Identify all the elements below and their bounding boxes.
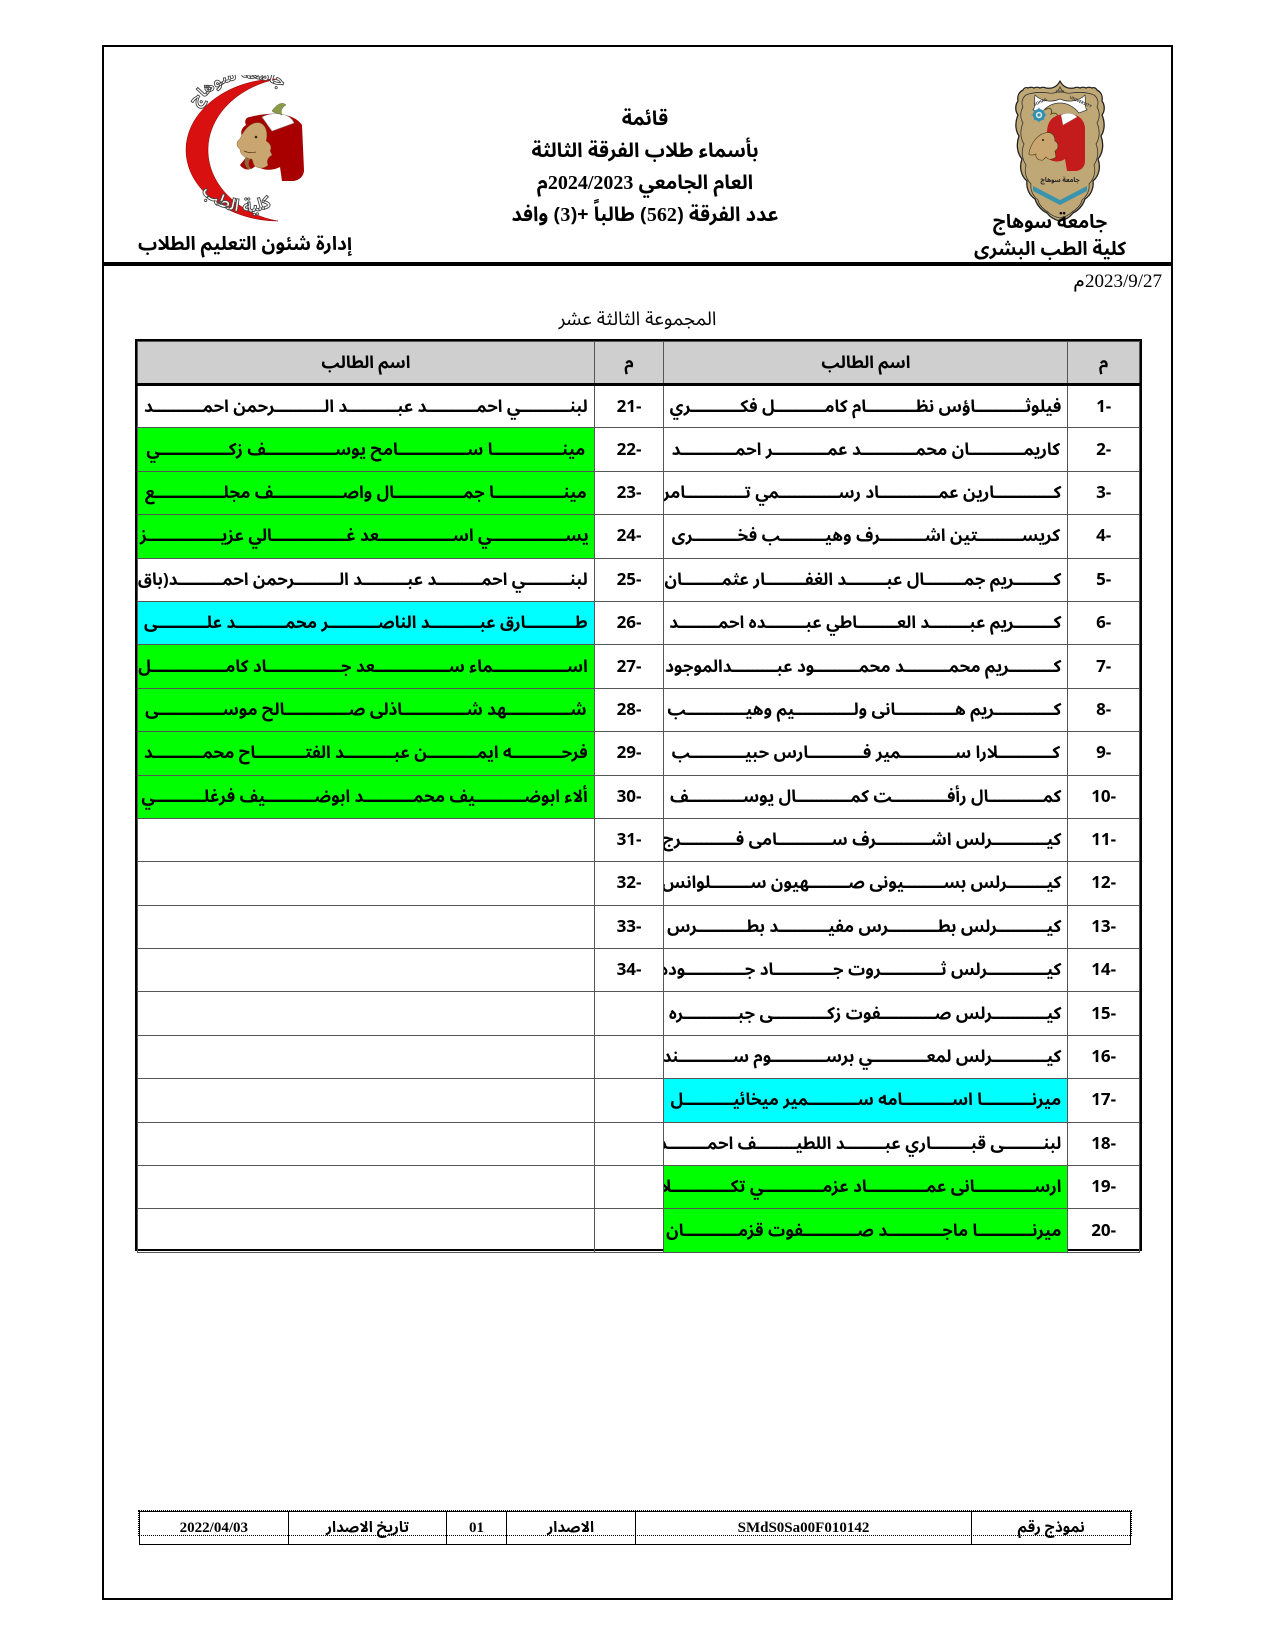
- svg-text:2006: 2006: [1056, 88, 1066, 96]
- svg-text:جامعة سوهاج: جامعة سوهاج: [1040, 173, 1079, 187]
